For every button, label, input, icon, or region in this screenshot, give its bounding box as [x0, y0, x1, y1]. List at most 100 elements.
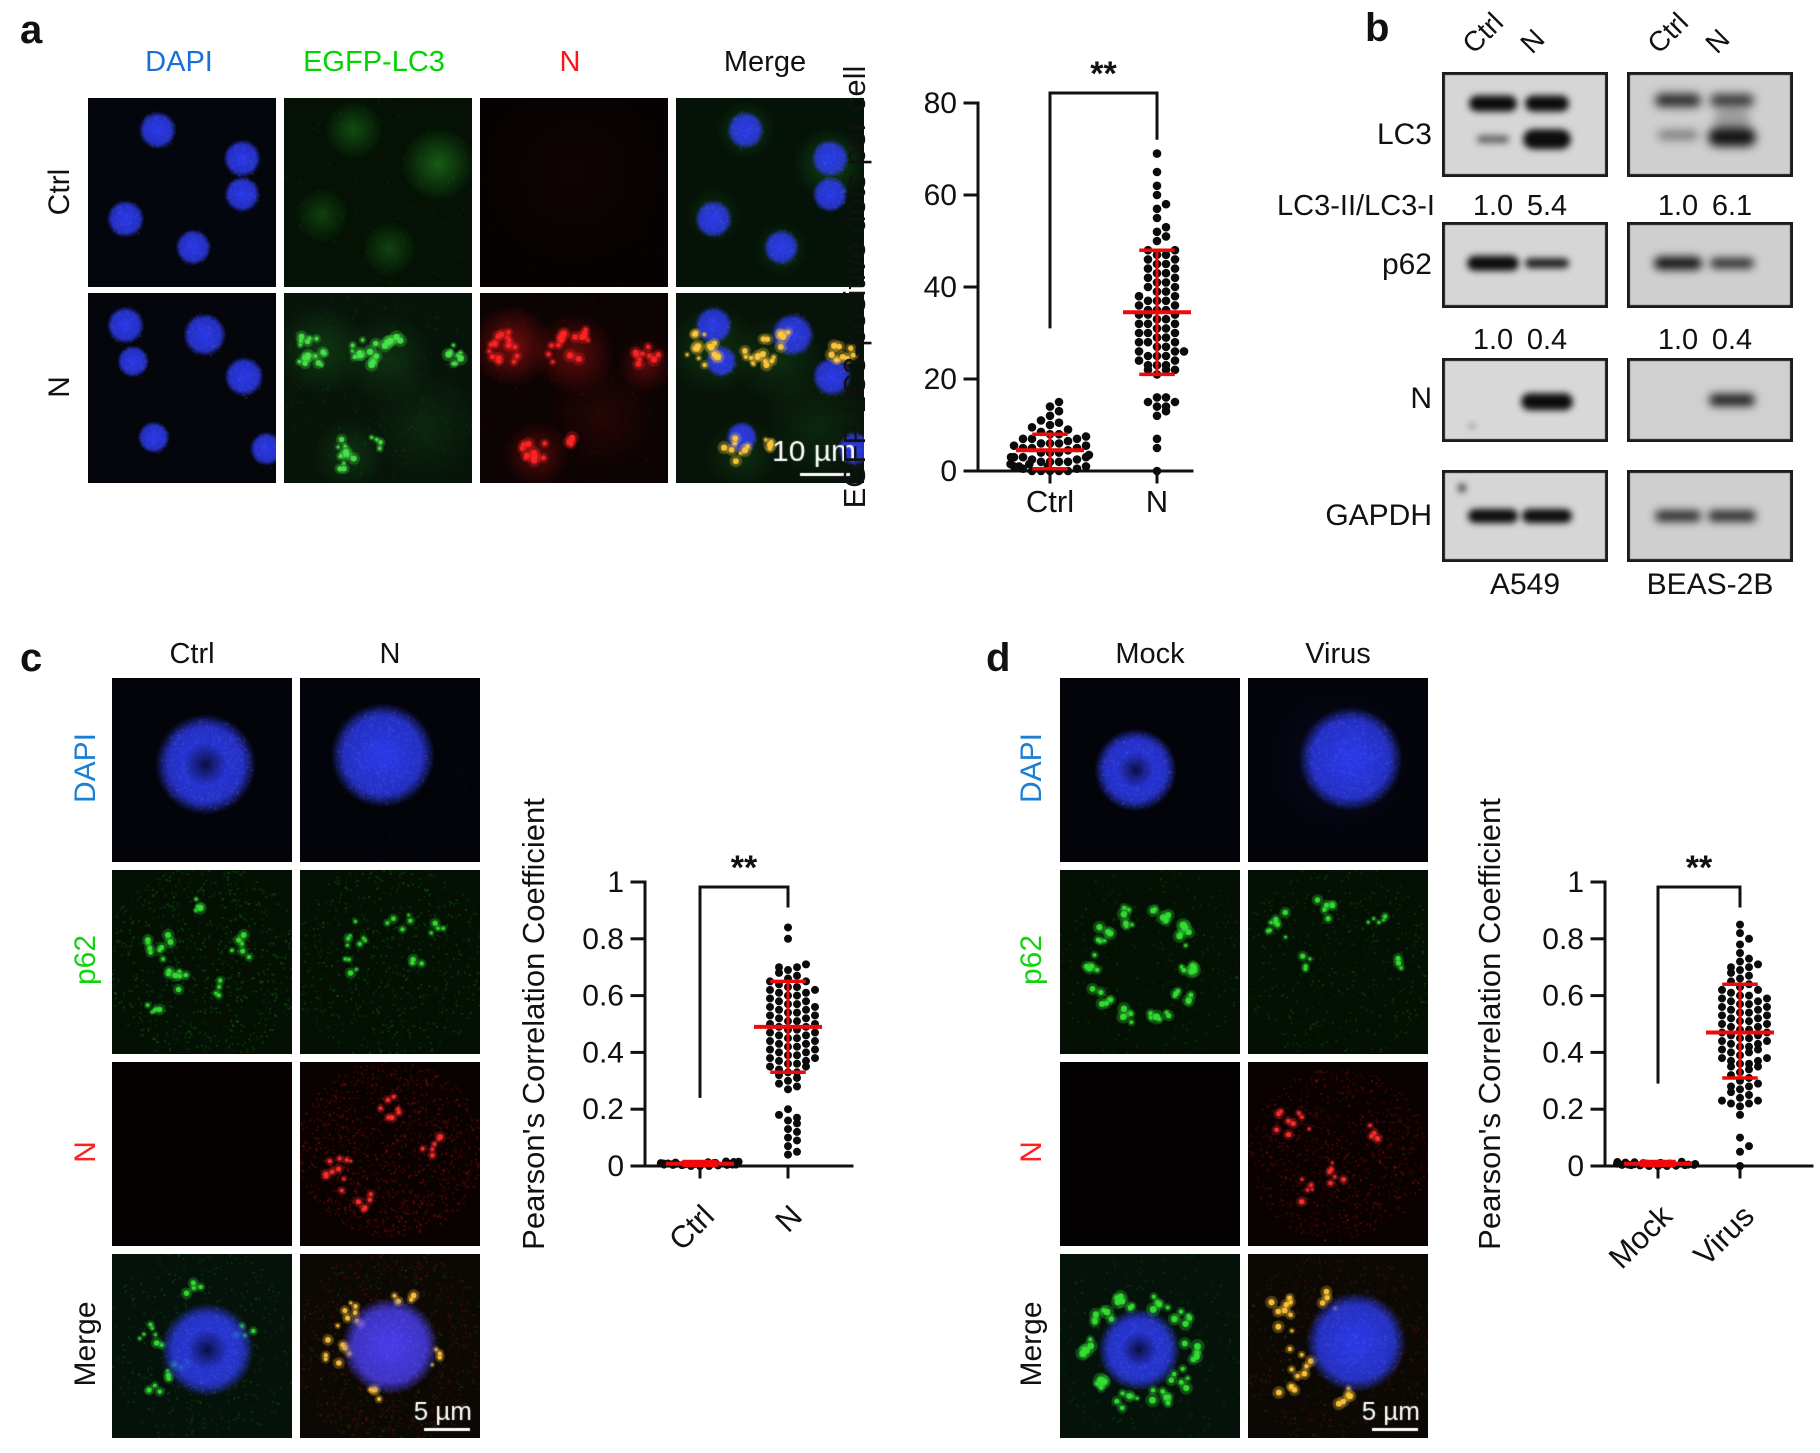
micro-tile-c-n-dapi	[300, 678, 480, 862]
blot-lc3-beas2b	[1627, 72, 1793, 177]
col-header-dapi-a: DAPI	[145, 46, 213, 78]
svg-text:80: 80	[924, 87, 957, 120]
micro-tile-c-ctrl-dapi	[112, 678, 292, 862]
lane-label-n-a549: N	[1514, 23, 1551, 60]
micro-tile-a-ctrl-egfp	[284, 98, 472, 287]
lc3-ratio-value: 6.1	[1711, 190, 1753, 222]
col-header-n-a: N	[559, 46, 581, 78]
panel-d-label: d	[986, 636, 1011, 680]
lc3-ratio-row-label: LC3-II/LC3-I	[1277, 190, 1435, 222]
micro-tile-d-mock-merge	[1060, 1254, 1240, 1438]
svg-text:Pearson's Correlation Coeffici: Pearson's Correlation Coefficient	[516, 798, 551, 1250]
svg-text:0.4: 0.4	[582, 1036, 624, 1069]
row-label-ctrl-a: Ctrl	[43, 168, 76, 216]
svg-text:0.6: 0.6	[1542, 980, 1584, 1013]
micro-tile-c-n-merge	[300, 1254, 480, 1438]
micro-tile-d-mock-p62	[1060, 870, 1240, 1054]
micro-tile-a-n-dapi	[88, 293, 276, 483]
micro-tile-a-n-red	[480, 293, 668, 483]
svg-text:1: 1	[607, 866, 624, 899]
col-header-egfp-lc3: EGFP-LC3	[303, 46, 445, 78]
blot-label-gapdh: GAPDH	[1325, 499, 1432, 532]
micro-tile-a-ctrl-dapi	[88, 98, 276, 287]
micro-tile-d-virus-dapi	[1248, 678, 1428, 862]
svg-text:20: 20	[924, 363, 957, 396]
micro-tile-c-ctrl-p62	[112, 870, 292, 1054]
svg-text:0: 0	[1567, 1150, 1584, 1183]
micro-tile-d-virus-n	[1248, 1062, 1428, 1246]
cell-line-beas2b: BEAS-2B	[1646, 568, 1774, 601]
p62-ratio-value: 1.0	[1472, 324, 1514, 356]
micro-tile-d-mock-n	[1060, 1062, 1240, 1246]
col-header-virus: Virus	[1305, 638, 1371, 670]
row-label-dapi-d: DAPI	[1015, 732, 1048, 804]
micro-tile-d-virus-merge	[1248, 1254, 1428, 1438]
micro-tile-d-mock-dapi	[1060, 678, 1240, 862]
micro-tile-c-ctrl-merge	[112, 1254, 292, 1438]
svg-text:N: N	[768, 1198, 809, 1239]
lc3-ratio-value: 5.4	[1526, 190, 1568, 222]
micro-tile-c-n-n	[300, 1062, 480, 1246]
micro-tile-d-virus-p62	[1248, 870, 1428, 1054]
blot-gapdh-beas2b	[1627, 470, 1793, 562]
svg-text:0.8: 0.8	[582, 923, 624, 956]
svg-text:Virus: Virus	[1687, 1198, 1761, 1272]
blot-p62-a549	[1442, 222, 1608, 308]
svg-text:0.2: 0.2	[582, 1093, 624, 1126]
panel-b-label: b	[1365, 6, 1390, 50]
cell-line-a549: A549	[1489, 568, 1561, 601]
lc3-ratio-value: 1.0	[1472, 190, 1514, 222]
svg-text:40: 40	[924, 271, 957, 304]
chart-egfp_dots: 0 20 40 60 80 EGFP-LC3-positive dots per cell…	[837, 55, 1194, 519]
blot-gapdh-a549	[1442, 470, 1608, 562]
blot-n-beas2b	[1627, 358, 1793, 442]
svg-text:Ctrl: Ctrl	[662, 1198, 721, 1257]
row-label-n-a: N	[43, 376, 76, 398]
blot-label-p62: p62	[1381, 248, 1432, 281]
svg-text:0.8: 0.8	[1542, 923, 1584, 956]
row-label-dapi-c: DAPI	[69, 732, 102, 804]
blot-n-a549	[1442, 358, 1608, 442]
micro-tile-a-n-egfp	[284, 293, 472, 483]
svg-text:1: 1	[1567, 866, 1584, 899]
significance-egfp_dots: **	[1090, 55, 1117, 93]
blot-label-n: N	[1410, 382, 1432, 415]
svg-text:Pearson's Correlation Coeffici: Pearson's Correlation Coefficient	[1472, 798, 1507, 1250]
lane-label-ctrl-a549: Ctrl	[1456, 6, 1510, 60]
col-header-ctrl-c: Ctrl	[169, 638, 215, 670]
col-header-n-c: N	[379, 638, 401, 670]
significance-pearson_n: **	[731, 849, 758, 887]
chart-pearson_virus: 0 0.2 0.4 0.6 0.8 1 Pearson's Correlation Coef…	[1472, 798, 1814, 1275]
row-label-n-d: N	[1015, 1141, 1048, 1163]
row-label-merge-c: Merge	[69, 1301, 102, 1387]
blot-p62-beas2b	[1627, 222, 1793, 308]
svg-text:Mock: Mock	[1602, 1198, 1679, 1275]
micro-tile-c-ctrl-n	[112, 1062, 292, 1246]
micro-tile-c-n-p62	[300, 870, 480, 1054]
lc3-ratio-value: 1.0	[1657, 190, 1699, 222]
p62-ratio-value: 1.0	[1657, 324, 1699, 356]
row-label-p62-c: p62	[69, 934, 102, 986]
svg-text:Ctrl: Ctrl	[1026, 484, 1074, 519]
micro-tile-a-n-merge	[676, 293, 864, 483]
svg-text:EGFP-LC3-positive dots per cel: EGFP-LC3-positive dots per cell	[837, 66, 872, 509]
svg-text:60: 60	[924, 179, 957, 212]
lane-label-ctrl-beas: Ctrl	[1641, 6, 1695, 60]
svg-text:0: 0	[607, 1150, 624, 1183]
svg-text:0.2: 0.2	[1542, 1093, 1584, 1126]
svg-text:N: N	[1146, 484, 1168, 519]
micro-tile-a-ctrl-n	[480, 98, 668, 287]
row-label-n-c: N	[69, 1141, 102, 1163]
panel-a-label: a	[20, 8, 43, 52]
svg-text:0.6: 0.6	[582, 980, 624, 1013]
blot-lc3-a549	[1442, 72, 1608, 177]
svg-text:0: 0	[940, 455, 957, 488]
panel-c-label: c	[20, 636, 43, 680]
row-label-p62-d: p62	[1015, 934, 1048, 986]
col-header-mock: Mock	[1115, 638, 1185, 670]
col-header-merge-a: Merge	[723, 46, 807, 78]
p62-ratio-value: 0.4	[1526, 324, 1568, 356]
chart-pearson_n: 0 0.2 0.4 0.6 0.8 1 Pearson's Correlation Coef…	[516, 798, 854, 1257]
p62-ratio-value: 0.4	[1711, 324, 1753, 356]
